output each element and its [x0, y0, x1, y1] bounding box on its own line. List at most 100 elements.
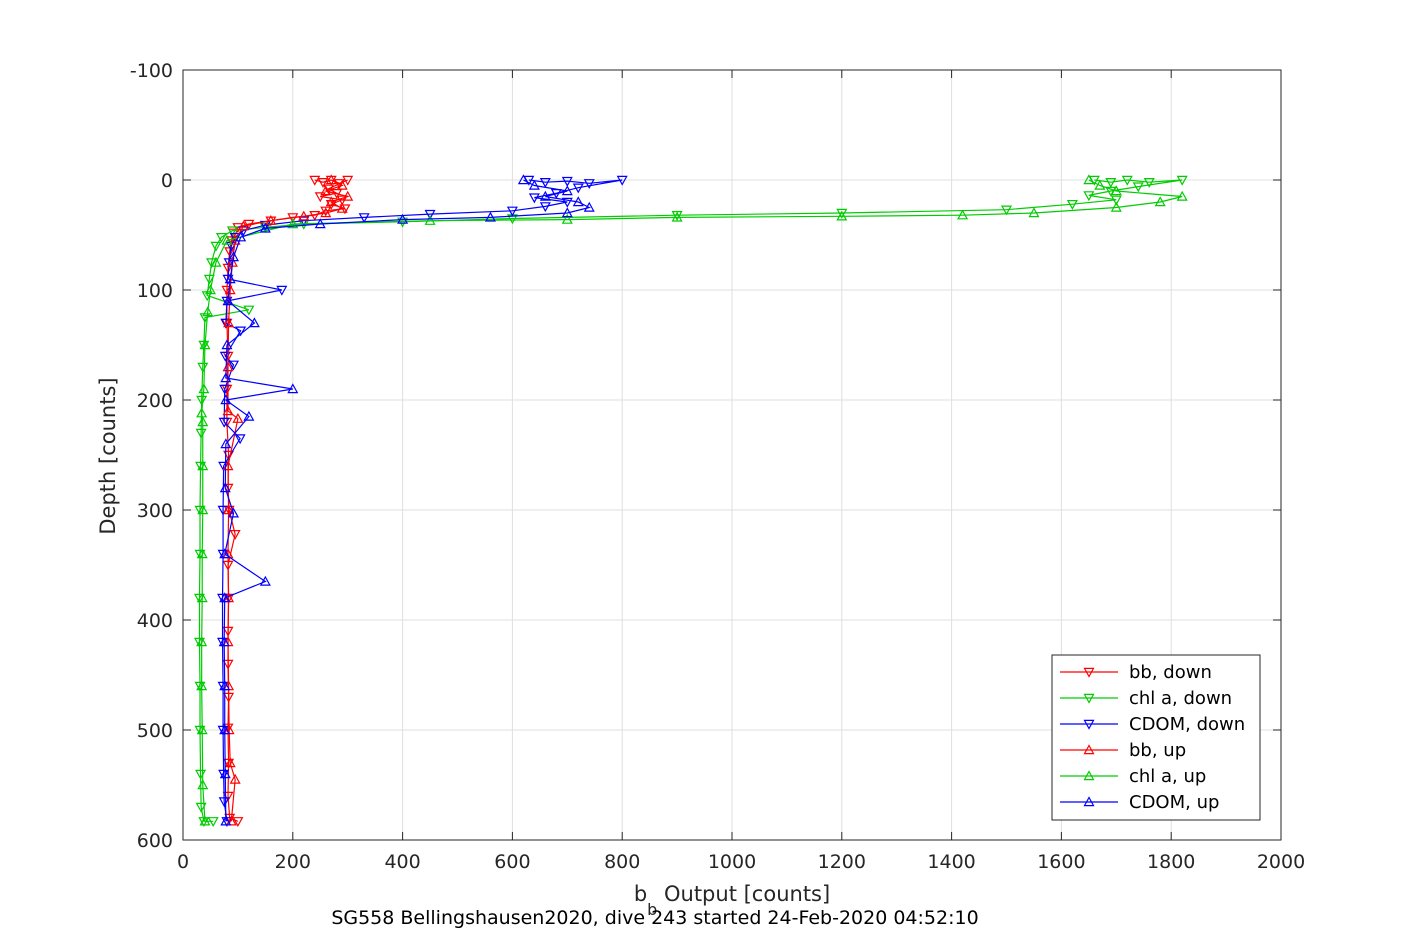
- data-point: [197, 779, 209, 790]
- data-point: [199, 815, 211, 826]
- data-point: [1110, 201, 1122, 212]
- data-point: [195, 428, 207, 439]
- data-point: [320, 185, 332, 196]
- data-point: [218, 797, 230, 808]
- data-point: [1132, 182, 1144, 193]
- data-point: [197, 460, 209, 471]
- x-tick-label: 1400: [927, 851, 975, 873]
- data-point: [1154, 196, 1166, 207]
- data-point: [199, 339, 211, 350]
- data-point: [243, 410, 255, 421]
- data-point: [539, 202, 551, 213]
- x-axis-label: bb Output [counts]: [634, 882, 830, 919]
- data-point: [220, 372, 232, 383]
- data-point: [1176, 175, 1188, 186]
- series-line-chl-a-up: [201, 179, 1183, 822]
- data-point: [196, 592, 208, 603]
- data-point: [309, 211, 321, 221]
- legend-label-chl-a-down: chl a, down: [1129, 688, 1232, 709]
- data-point: [222, 405, 234, 416]
- data-point: [561, 185, 573, 196]
- data-point: [424, 209, 436, 220]
- data-point: [561, 197, 573, 208]
- y-tick-label: 200: [137, 390, 173, 412]
- y-tick-label: 300: [137, 500, 173, 522]
- data-point: [203, 274, 215, 285]
- data-point: [196, 724, 208, 735]
- data-point: [358, 213, 370, 224]
- data-point: [248, 317, 260, 328]
- data-point: [561, 176, 573, 187]
- data-point: [336, 179, 348, 190]
- data-point: [671, 211, 683, 221]
- legend-marker-cdom-down: [1083, 719, 1095, 730]
- x-tick-label: 600: [494, 851, 530, 873]
- series-cdom-up: [218, 174, 595, 826]
- data-point: [223, 258, 235, 269]
- data-point: [197, 504, 209, 515]
- data-point: [218, 636, 230, 647]
- data-point: [333, 179, 345, 190]
- data-point: [397, 217, 409, 228]
- data-point: [1083, 191, 1095, 202]
- data-point: [616, 175, 628, 186]
- data-point: [259, 575, 271, 586]
- data-point: [1000, 205, 1013, 216]
- data-point: [219, 592, 231, 603]
- data-point: [195, 802, 207, 813]
- data-point: [561, 213, 573, 224]
- data-point: [325, 174, 337, 185]
- legend: bb, down chl a, down CDOM, down bb, up chl a…: [1051, 654, 1261, 821]
- data-point: [221, 339, 233, 350]
- x-tick-label: 1000: [708, 851, 756, 873]
- data-point: [197, 416, 209, 427]
- data-point: [210, 256, 222, 267]
- legend-label-cdom-down: CDOM, down: [1129, 714, 1245, 735]
- data-point: [1105, 178, 1117, 188]
- data-point: [198, 383, 210, 394]
- data-point: [336, 202, 348, 213]
- y-tick-label: 400: [137, 610, 173, 632]
- data-point: [229, 529, 241, 540]
- data-point: [671, 211, 683, 222]
- series-chl-a-up: [196, 174, 1188, 826]
- y-tick-label: 100: [137, 280, 173, 302]
- legend-label-bb-up: bb, up: [1129, 740, 1186, 761]
- data-point: [1066, 200, 1078, 210]
- y-axis: -100 0 100 200 300 400 500 600: [130, 60, 1281, 852]
- caption: SG558 Bellingshausen2020, dive 243 start…: [331, 907, 978, 929]
- data-point: [196, 395, 208, 406]
- data-point: [234, 434, 246, 445]
- legend-marker-bb-up: [1083, 744, 1095, 755]
- data-point: [528, 179, 540, 190]
- data-point: [259, 222, 271, 233]
- data-point: [207, 817, 219, 828]
- data-point: [1110, 185, 1122, 196]
- data-point: [220, 394, 232, 405]
- data-point: [1121, 175, 1133, 186]
- y-tick-label: 500: [137, 720, 173, 742]
- data-point: [539, 190, 551, 201]
- data-point: [227, 251, 240, 262]
- y-tick-label: 0: [161, 170, 173, 192]
- data-point: [320, 207, 332, 218]
- data-point: [237, 220, 249, 231]
- x-tick-label: 400: [384, 851, 420, 873]
- x-tick-label: 200: [275, 851, 311, 873]
- legend-marker-cdom-up: [1083, 796, 1095, 807]
- data-point: [219, 384, 231, 395]
- data-point: [197, 362, 209, 373]
- data-point: [561, 207, 573, 218]
- data-point: [517, 174, 529, 185]
- data-point: [223, 317, 235, 328]
- data-point: [317, 178, 329, 188]
- data-point: [219, 768, 231, 779]
- data-point: [484, 211, 496, 222]
- x-tick-label: 800: [604, 851, 640, 873]
- data-point: [1028, 207, 1040, 218]
- data-point: [539, 178, 551, 188]
- data-point: [572, 183, 584, 194]
- data-point: [223, 504, 235, 515]
- data-point: [229, 234, 241, 245]
